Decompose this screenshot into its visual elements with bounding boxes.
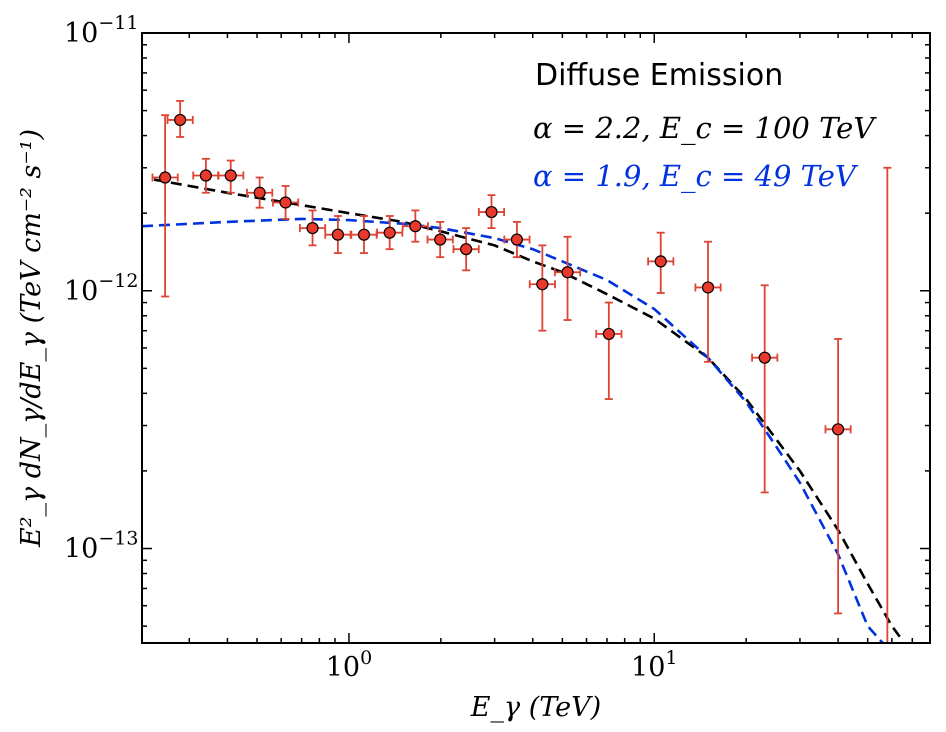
data-point — [331, 228, 344, 241]
data-point — [306, 222, 319, 235]
data-point — [510, 233, 524, 246]
y-tick-label: 10−11 — [64, 12, 138, 49]
data-point — [758, 351, 771, 364]
legend-title: Diffuse Emission — [535, 58, 783, 93]
legend-entry-blue: α = 1.9, E_c = 49 TeV — [533, 159, 859, 194]
data-point — [253, 186, 266, 199]
x-axis-title: E_γ (TeV) — [470, 692, 601, 723]
x-tick-label: 100 — [326, 647, 372, 683]
x-tick-label: 101 — [631, 647, 677, 683]
y-axis-title: E²_γ dN_γ/dE_γ (TeV cm⁻² s⁻¹) — [16, 129, 47, 548]
data-point — [357, 228, 371, 241]
model-curve-black — [153, 178, 904, 642]
data-points — [159, 113, 845, 436]
data-point — [199, 169, 212, 182]
data-point — [224, 169, 237, 182]
data-point — [279, 196, 292, 209]
data-point — [460, 243, 473, 256]
data-point — [383, 226, 396, 239]
legend-entry-black: α = 2.2, E_c = 100 TeV — [533, 111, 877, 146]
data-point — [602, 327, 615, 341]
plot-frame — [141, 32, 931, 644]
data-point — [409, 220, 422, 233]
data-point — [831, 423, 845, 436]
y-tick-label: 10−12 — [64, 270, 138, 307]
model-curve-blue — [141, 217, 884, 644]
tick-labels: 100 101 10−13 10−12 10−11 — [64, 12, 677, 683]
data-point — [174, 113, 187, 127]
data-point — [536, 278, 549, 291]
data-point — [701, 281, 715, 294]
data-point — [654, 255, 667, 268]
data-point — [485, 205, 498, 219]
data-point — [159, 171, 172, 184]
data-point — [434, 233, 447, 246]
y-tick-label: 10−13 — [64, 528, 138, 565]
data-point — [561, 266, 574, 279]
major-ticks — [142, 32, 930, 643]
model-curves — [141, 178, 904, 644]
